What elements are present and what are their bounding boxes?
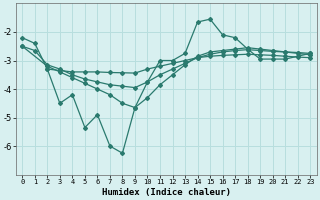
X-axis label: Humidex (Indice chaleur): Humidex (Indice chaleur)	[102, 188, 231, 197]
